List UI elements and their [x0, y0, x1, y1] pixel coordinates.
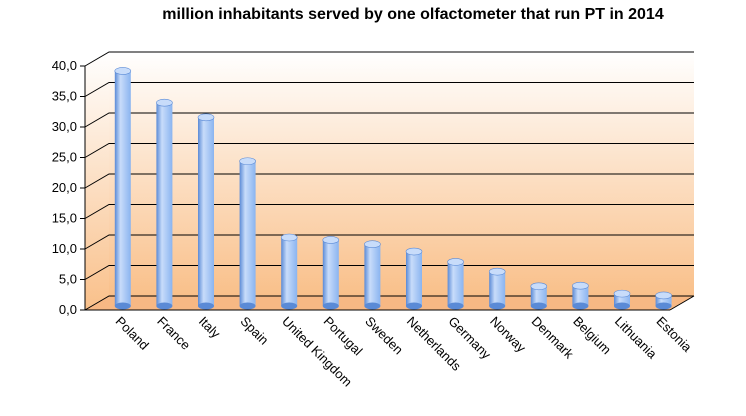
bar [280, 233, 298, 310]
axes [80, 65, 695, 311]
x-tick-label: Italy [196, 314, 224, 342]
bar [405, 247, 423, 310]
gridline [84, 82, 694, 97]
y-tick-label: 20,0 [52, 180, 77, 195]
bar-body [530, 286, 547, 306]
bar-body [572, 285, 589, 306]
bar-base [239, 302, 256, 310]
x-tick-label: Poland [113, 314, 152, 353]
y-tick-label: 0,0 [59, 302, 77, 317]
y-tick-label: 35,0 [52, 89, 77, 104]
x-tick-label: Belgium [570, 314, 614, 358]
bar [447, 258, 464, 310]
plot-background [85, 52, 694, 310]
bar [655, 291, 672, 310]
bar-base [281, 302, 298, 310]
bar-body [239, 161, 256, 306]
y-tick-label: 15,0 [52, 211, 77, 226]
grid-lines [84, 51, 694, 311]
bar [488, 267, 506, 310]
bar-base [198, 302, 214, 310]
bar-top [613, 289, 631, 298]
floor-edge [669, 295, 695, 311]
bars [114, 67, 672, 310]
y-tick-label: 40,0 [52, 58, 77, 73]
x-tick-label: Lithuania [612, 314, 660, 362]
bar-body [655, 295, 672, 306]
bar-base [572, 302, 589, 310]
gridline [84, 112, 694, 128]
bar-body [156, 102, 173, 306]
x-tick-label: Norway [487, 314, 529, 356]
bar-body [198, 117, 214, 306]
bar [530, 282, 548, 310]
bar-top [405, 247, 423, 256]
bar-base [489, 302, 506, 310]
bar-top [114, 67, 132, 75]
bar-top [197, 113, 215, 122]
bar-body [114, 70, 131, 306]
x-tick-label: Denmark [529, 314, 577, 362]
gridline [84, 173, 694, 189]
x-tick-label: Estonia [653, 314, 695, 356]
bar [156, 98, 173, 310]
bar [364, 240, 381, 310]
x-tick-label: France [154, 314, 193, 353]
bar-top [655, 291, 672, 300]
bar [322, 236, 340, 310]
bar-base [114, 302, 131, 310]
bar-body [489, 271, 506, 306]
y-tick-label: 5,0 [59, 272, 77, 287]
bar-top [447, 258, 464, 266]
y-tick-label: 30,0 [52, 119, 77, 134]
chart-title: million inhabitants served by one olfact… [162, 6, 664, 23]
bar-base [364, 302, 381, 310]
bar-body [406, 251, 422, 306]
bar-body [447, 261, 464, 306]
bar-base [614, 302, 630, 310]
x-tick-label: Sweden [362, 314, 406, 358]
bar-top [488, 267, 506, 276]
bar [572, 281, 589, 310]
y-tick-label: 25,0 [52, 150, 77, 165]
bar-body [281, 237, 298, 306]
gridline [84, 51, 694, 67]
bar-base [447, 302, 464, 310]
y-tick-label: 10,0 [52, 241, 77, 256]
bar [114, 67, 132, 310]
bar-top [239, 157, 256, 166]
bar [239, 157, 256, 310]
bar-body [322, 239, 339, 306]
bar-top [572, 281, 589, 290]
gridline [84, 265, 694, 280]
bar-base [406, 302, 422, 310]
bar [197, 113, 215, 310]
bar-top [156, 98, 173, 107]
bar-top [322, 236, 340, 244]
gridline [84, 234, 694, 250]
gridline [84, 143, 694, 158]
gridline [84, 204, 694, 219]
floor [85, 296, 694, 310]
x-tick-label: Spain [237, 314, 271, 348]
bar-top [280, 233, 298, 242]
bar-body [364, 244, 381, 306]
bar [613, 289, 631, 310]
bar-base [655, 302, 672, 310]
bar-top [530, 282, 548, 291]
bar-base [322, 302, 339, 310]
bar-base [530, 302, 547, 310]
bar-top [364, 240, 381, 249]
bar-base [156, 302, 173, 310]
